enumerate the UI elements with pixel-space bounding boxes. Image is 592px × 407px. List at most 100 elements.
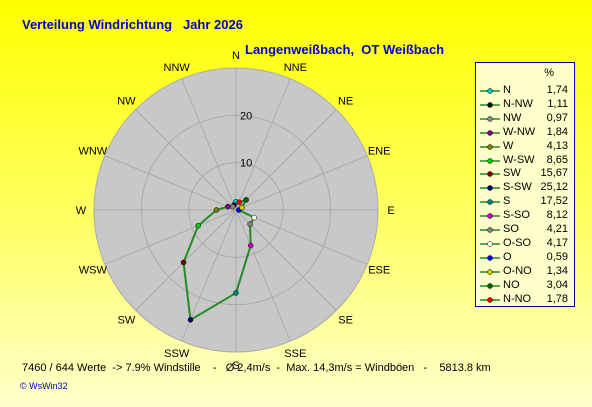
legend-label: O [503, 250, 512, 263]
direction-label-ene: ENE [368, 146, 391, 158]
legend-symbol [480, 268, 500, 275]
direction-label-sse: SSE [284, 348, 306, 360]
marker-s-sw [187, 317, 194, 323]
grid-spoke-wsw [104, 209, 237, 265]
legend-value: 4,21 [546, 223, 568, 235]
legend-label: S-SW [503, 181, 532, 194]
legend-label: NW [503, 111, 522, 124]
legend-item-o-so: O-SO 4,17 [476, 236, 574, 251]
legend-symbol [480, 157, 500, 164]
footer-stats: 7460 / 644 Werte -> 7.9% Windstille - Ø … [22, 362, 491, 374]
legend-label: SW [503, 167, 521, 180]
direction-label-nnw: NNW [164, 62, 191, 74]
legend-item-o-no: O-NO 1,34 [476, 264, 574, 279]
legend-item-so: SO 4,21 [476, 222, 574, 237]
legend-item-nw: NW 0,97 [476, 111, 574, 126]
chart-title: Verteilung Windrichtung Jahr 2026 [22, 17, 243, 32]
legend-symbol [480, 199, 500, 205]
legend-value: 0,59 [546, 250, 568, 263]
legend-value: 8,12 [546, 209, 568, 222]
legend-symbol [480, 88, 500, 94]
legend-label: W [503, 139, 514, 152]
credit-text: © WsWin32 [20, 381, 68, 391]
legend-label: S-SO [503, 209, 530, 222]
legend-symbol [480, 227, 500, 233]
grid-spoke-ese [235, 209, 368, 265]
legend-symbol [480, 241, 500, 247]
marker-o-no [239, 204, 245, 211]
legend-value: 25,12 [540, 181, 568, 194]
legend-value: 4,17 [546, 236, 568, 249]
legend-label: N-NO [503, 292, 532, 305]
marker-n-no [236, 199, 242, 205]
legend-symbol [480, 171, 500, 178]
legend-item-o: O 0,59 [476, 250, 574, 265]
legend-label: N [503, 84, 511, 96]
wind-rose-markers [180, 197, 257, 323]
legend-label: W-NW [503, 125, 536, 138]
legend-symbol [480, 296, 500, 303]
legend-item-n-no: N-NO 1,78 [476, 292, 574, 307]
grid-spoke-ne [235, 109, 337, 211]
legend-item-s-so: S-SO 8,12 [476, 208, 574, 223]
legend-symbol [480, 213, 500, 219]
legend-item-n: N 1,74 [476, 83, 574, 98]
legend-value: 1,74 [546, 84, 568, 96]
direction-label-ese: ESE [368, 264, 390, 276]
marker-w-nw [225, 203, 231, 210]
marker-w [213, 207, 220, 213]
legend-symbol [480, 143, 500, 150]
legend-symbol [480, 185, 500, 192]
direction-label-nne: NNE [284, 62, 307, 74]
grid-spoke-ene [235, 155, 368, 211]
legend-label: N-NW [503, 97, 533, 110]
legend-item-w: W 4,13 [476, 139, 574, 154]
legend-item-sw: SW 15,67 [476, 166, 574, 181]
legend-label: W-SW [503, 153, 535, 166]
direction-label-s: S [232, 360, 239, 372]
radius-labels: 10 20 [240, 110, 252, 169]
legend-label: O-SO [503, 236, 532, 249]
direction-label-w: W [76, 205, 87, 217]
legend-symbol [480, 255, 500, 261]
marker-s [233, 290, 239, 296]
legend-item-no: NO 3,04 [476, 278, 574, 293]
direction-labels: N NNE NE ENE E ESE SE SSE S SSW SW WSW W WNW NW NNW [76, 50, 395, 372]
legend-value: 17,52 [540, 195, 568, 208]
legend-item-w-sw: W-SW 8,65 [476, 153, 574, 168]
grid-spoke-se [235, 209, 337, 311]
grid-spoke-wnw [104, 155, 237, 211]
marker-so [247, 221, 253, 227]
marker-w-sw [195, 222, 201, 229]
chart-grid [93, 67, 379, 353]
direction-label-n: N [232, 50, 240, 62]
direction-label-wnw: WNW [78, 146, 107, 158]
legend-label: O-NO [503, 264, 532, 277]
legend-value: 4,13 [546, 139, 568, 152]
grid-spoke-nnw [181, 78, 237, 211]
grid-spoke-nne [235, 78, 291, 211]
grid-spoke-sse [235, 209, 291, 342]
marker-s-so [247, 242, 254, 249]
legend-item-s: S 17,52 [476, 194, 574, 209]
direction-label-sw: SW [118, 315, 136, 327]
legend-value: 3,04 [546, 278, 568, 291]
legend-value: 8,65 [546, 153, 568, 166]
radius-label-20: 20 [240, 110, 252, 122]
legend-label: S [503, 195, 511, 208]
marker-nw [230, 204, 236, 210]
legend-label: NO [503, 278, 520, 291]
legend-item-n-nw: N-NW 1,11 [476, 97, 574, 112]
legend-value: 1,11 [547, 97, 568, 110]
legend-item-w-nw: W-NW 1,84 [476, 125, 574, 140]
legend-value: 1,84 [546, 125, 568, 138]
direction-label-e: E [387, 205, 394, 217]
marker-o-so [251, 214, 257, 221]
legend-symbol [480, 116, 500, 122]
legend-symbol [480, 102, 500, 108]
legend-value: 1,78 [546, 292, 568, 305]
direction-label-ne: NE [338, 95, 353, 107]
grid-spoke-nw [135, 109, 237, 211]
legend-symbol [480, 282, 500, 289]
